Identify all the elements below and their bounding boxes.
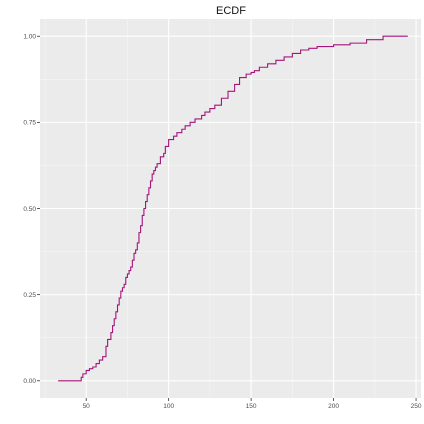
x-tick-label: 50 xyxy=(83,403,91,410)
y-tick-label: 0.25 xyxy=(23,292,36,299)
series-layer xyxy=(58,35,408,382)
y-tick-label: 0.50 xyxy=(23,206,36,213)
x-axis: 50 100 150 200 250 xyxy=(83,398,422,410)
ecdf-step-line xyxy=(58,35,408,382)
x-tick-label: 250 xyxy=(411,403,422,410)
x-tick-label: 100 xyxy=(163,403,174,410)
grid-major xyxy=(40,19,421,398)
y-tick-label: 1.00 xyxy=(23,34,36,41)
chart-title: ECDF xyxy=(216,5,246,17)
x-tick-label: 200 xyxy=(328,403,339,410)
x-tick-label: 150 xyxy=(246,403,257,410)
y-axis: 0.00 0.25 0.50 0.75 1.00 xyxy=(23,34,40,385)
y-tick-label: 0.00 xyxy=(23,378,36,385)
y-tick-label: 0.75 xyxy=(23,120,36,127)
